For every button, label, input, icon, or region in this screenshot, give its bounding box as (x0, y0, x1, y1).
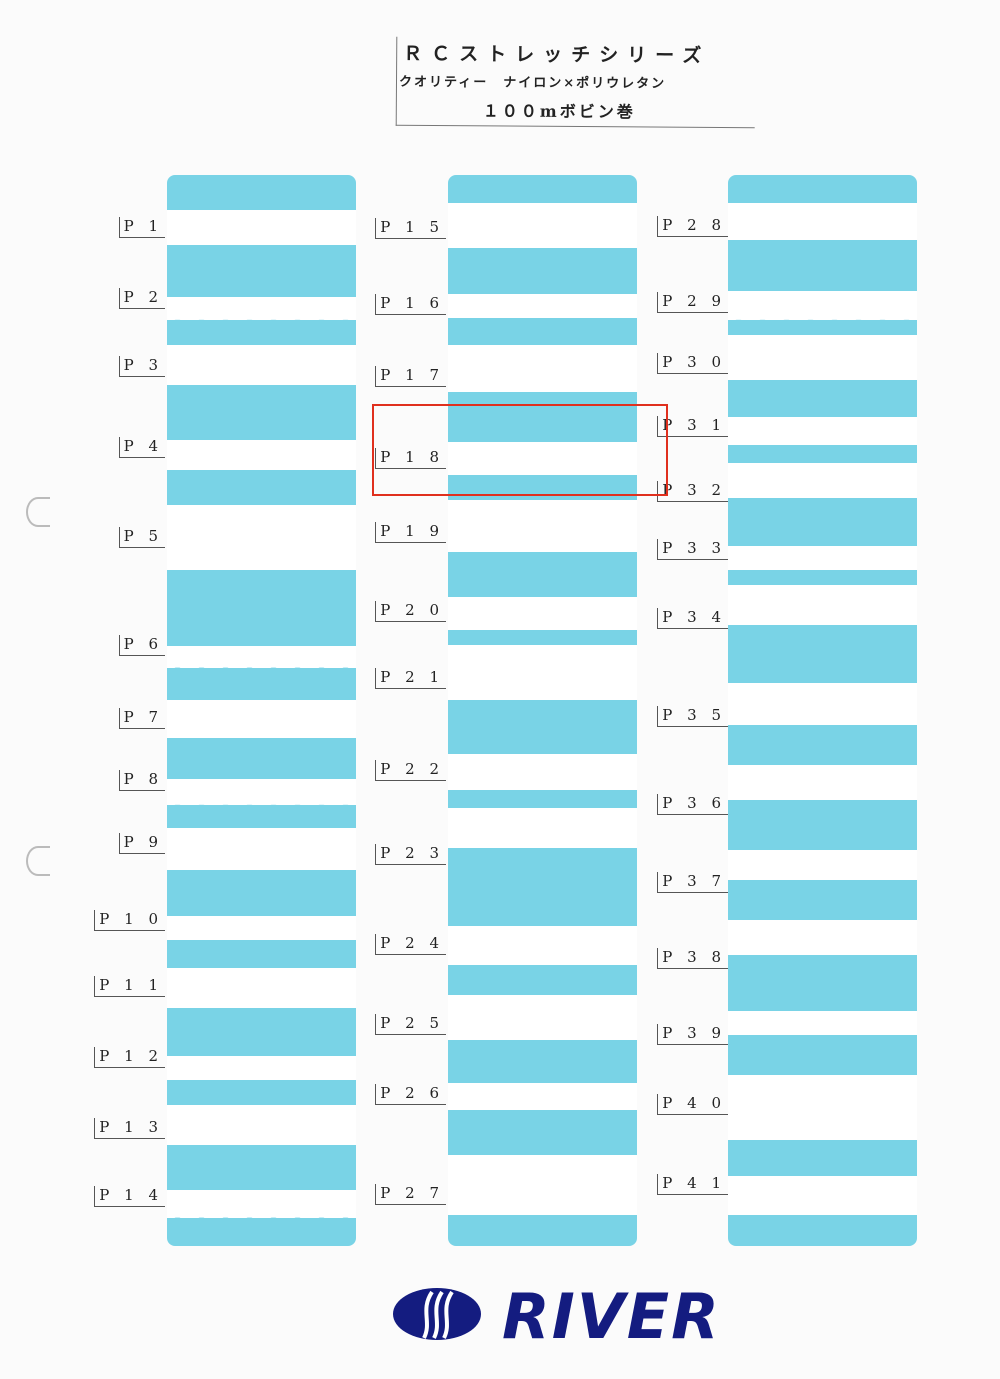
sample-label: P 1 5 (375, 218, 446, 239)
lace-sample (448, 203, 637, 248)
sample-label: P 2 3 (375, 844, 446, 865)
lace-sample (728, 335, 917, 380)
sample-label: P 2 0 (375, 601, 446, 622)
sample-label: P 3 8 (657, 948, 728, 969)
sample-label: P 3 0 (657, 353, 728, 374)
lace-sample (728, 995, 917, 1035)
sample-panel-1 (167, 175, 356, 1246)
sample-panel-2 (448, 175, 637, 1246)
sample-label: P 2 8 (657, 216, 728, 237)
lace-sample (167, 1172, 356, 1218)
lace-sample (448, 645, 637, 700)
sample-label: P 7 (118, 708, 165, 729)
sample-label: P 6 (118, 635, 165, 656)
lace-sample (167, 968, 356, 1008)
lace-sample (448, 730, 637, 790)
sample-label: P 1 6 (375, 294, 446, 315)
lace-sample (728, 530, 917, 570)
sample-label: P 3 6 (657, 794, 728, 815)
sample-label: P 2 7 (375, 1184, 446, 1205)
series-title: ＲＣストレッチシリーズ (403, 42, 711, 67)
river-logo: RIVER (392, 1280, 722, 1353)
sample-label: P 1 2 (94, 1047, 165, 1068)
sample-label: P 1 7 (375, 366, 446, 387)
spec-text: １００mボビン巻 (482, 101, 636, 122)
sample-label: P 3 (118, 356, 165, 377)
lace-sample (728, 655, 917, 725)
sample-label: P 3 5 (657, 706, 728, 727)
lace-sample (167, 828, 356, 870)
lace-sample (448, 900, 637, 965)
lace-sample (728, 1150, 917, 1215)
sample-label: P 2 9 (657, 292, 728, 313)
binder-hole (26, 846, 50, 876)
sample-label: P 2 1 (375, 668, 446, 689)
sample-label: P 4 1 (657, 1174, 728, 1195)
sample-label: P 1 1 (94, 976, 165, 997)
lace-sample (167, 420, 356, 470)
sample-label: P 2 (118, 288, 165, 309)
lace-sample (167, 210, 356, 245)
river-logo-mark-icon (393, 1288, 481, 1340)
lace-sample (448, 995, 637, 1040)
sample-label: P 2 5 (375, 1014, 446, 1035)
lace-sample (728, 463, 917, 498)
lace-sample (728, 830, 917, 880)
lace-sample (167, 1105, 356, 1145)
sample-label: P 3 2 (657, 481, 728, 502)
lace-sample (167, 282, 356, 320)
lace-sample (448, 1155, 637, 1215)
lace-sample (728, 272, 917, 320)
sample-label: P 1 9 (375, 522, 446, 543)
lace-sample (728, 765, 917, 800)
sample-label: P 9 (118, 833, 165, 854)
lace-sample (728, 203, 917, 240)
lace-sample (167, 345, 356, 385)
sample-label: P 1 8 (375, 448, 446, 469)
sample-label: P 1 4 (94, 1186, 165, 1207)
sample-panel-3 (728, 175, 917, 1246)
lace-sample (728, 398, 917, 445)
sample-label: P 3 3 (657, 539, 728, 560)
lace-sample (167, 900, 356, 940)
lace-sample (167, 505, 356, 570)
sample-label: P 2 4 (375, 934, 446, 955)
lace-sample (448, 345, 637, 392)
lace-sample (448, 1065, 637, 1110)
lace-sample (167, 700, 356, 738)
sample-label: P 8 (118, 770, 165, 791)
sample-label: P 5 (118, 527, 165, 548)
lace-sample (448, 278, 637, 318)
binder-hole (26, 497, 50, 527)
lace-sample (167, 1040, 356, 1080)
sample-label: P 2 2 (375, 760, 446, 781)
sample-label: P 1 3 (94, 1118, 165, 1139)
material-text: クオリティー ナイロン×ポリウレタン (398, 74, 667, 92)
lace-sample (448, 808, 637, 848)
highlight-box-p18 (372, 404, 668, 496)
river-logo-text: RIVER (502, 1280, 721, 1353)
sample-label: P 3 9 (657, 1024, 728, 1045)
lace-sample (167, 762, 356, 805)
sample-label: P 1 0 (94, 910, 165, 931)
sample-label: P 2 6 (375, 1084, 446, 1105)
lace-sample (728, 1075, 917, 1140)
sample-label: P 4 (118, 437, 165, 458)
lace-sample (448, 420, 637, 475)
lace-sample (728, 920, 917, 955)
lace-sample (167, 632, 356, 668)
title-label: ＲＣストレッチシリーズ クオリティー ナイロン×ポリウレタン １００mボビン巻 (395, 36, 756, 129)
lace-sample (448, 575, 637, 630)
sample-label: P 3 7 (657, 872, 728, 893)
sample-label: P 1 (118, 217, 165, 238)
sample-label: P 4 0 (657, 1094, 728, 1115)
sample-label: P 3 4 (657, 608, 728, 629)
lace-sample (728, 585, 917, 625)
sample-label: P 3 1 (657, 416, 728, 437)
lace-sample (448, 500, 637, 552)
